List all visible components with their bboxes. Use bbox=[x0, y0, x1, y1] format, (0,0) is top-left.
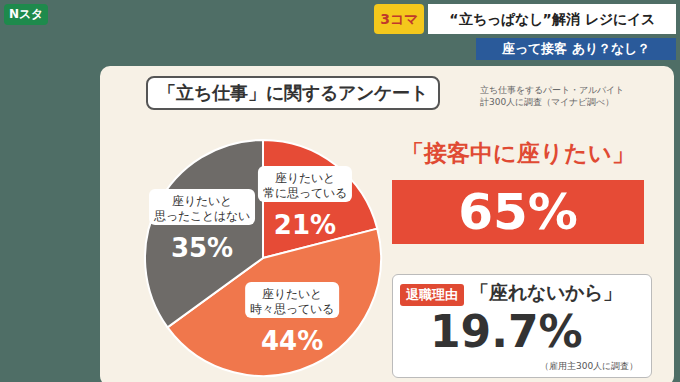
svg-text:座りたいと: 座りたいと bbox=[262, 287, 322, 301]
svg-text:44%: 44% bbox=[261, 326, 323, 356]
html-text:Nスタ: Nスタ bbox=[9, 7, 43, 21]
html-text:「立ち仕事」に関するアンケート: 「立ち仕事」に関するアンケート bbox=[158, 82, 428, 103]
svg-text:座りたいと: 座りたいと bbox=[275, 171, 335, 185]
svg-text:座りたいと: 座りたいと bbox=[172, 194, 232, 208]
svg-text:時々思っている: 時々思っている bbox=[250, 302, 334, 316]
html-text:3コマ: 3コマ bbox=[380, 11, 418, 27]
html-text:退職理由: 退職理由 bbox=[406, 287, 458, 302]
html-text:座って接客 あり？なし？: 座って接客 あり？なし？ bbox=[502, 41, 650, 56]
svg-text:21%: 21% bbox=[274, 210, 336, 240]
html-text:計300人に調査（マイナビ調べ）: 計300人に調査（マイナビ調べ） bbox=[480, 97, 615, 107]
html-text:立ち仕事をするパート・アルバイト: 立ち仕事をするパート・アルバイト bbox=[480, 85, 624, 95]
html-text:19.7%: 19.7% bbox=[430, 306, 583, 357]
svg-text:常に思っている: 常に思っている bbox=[263, 186, 347, 200]
svg-text:35%: 35% bbox=[171, 233, 233, 263]
html-text:65%: 65% bbox=[458, 183, 578, 241]
html-text:（雇用主300人に調査）: （雇用主300人に調査） bbox=[540, 361, 639, 371]
svg-text:思ったことはない: 思ったことはない bbox=[153, 209, 250, 223]
html-text:「座れないから」: 「座れないから」 bbox=[470, 281, 622, 303]
html-text:“立ちっぱなし”解消 レジにイス: “立ちっぱなし”解消 レジにイス bbox=[449, 11, 655, 27]
html-text:「接客中に座りたい」: 「接客中に座りたい」 bbox=[401, 140, 635, 166]
